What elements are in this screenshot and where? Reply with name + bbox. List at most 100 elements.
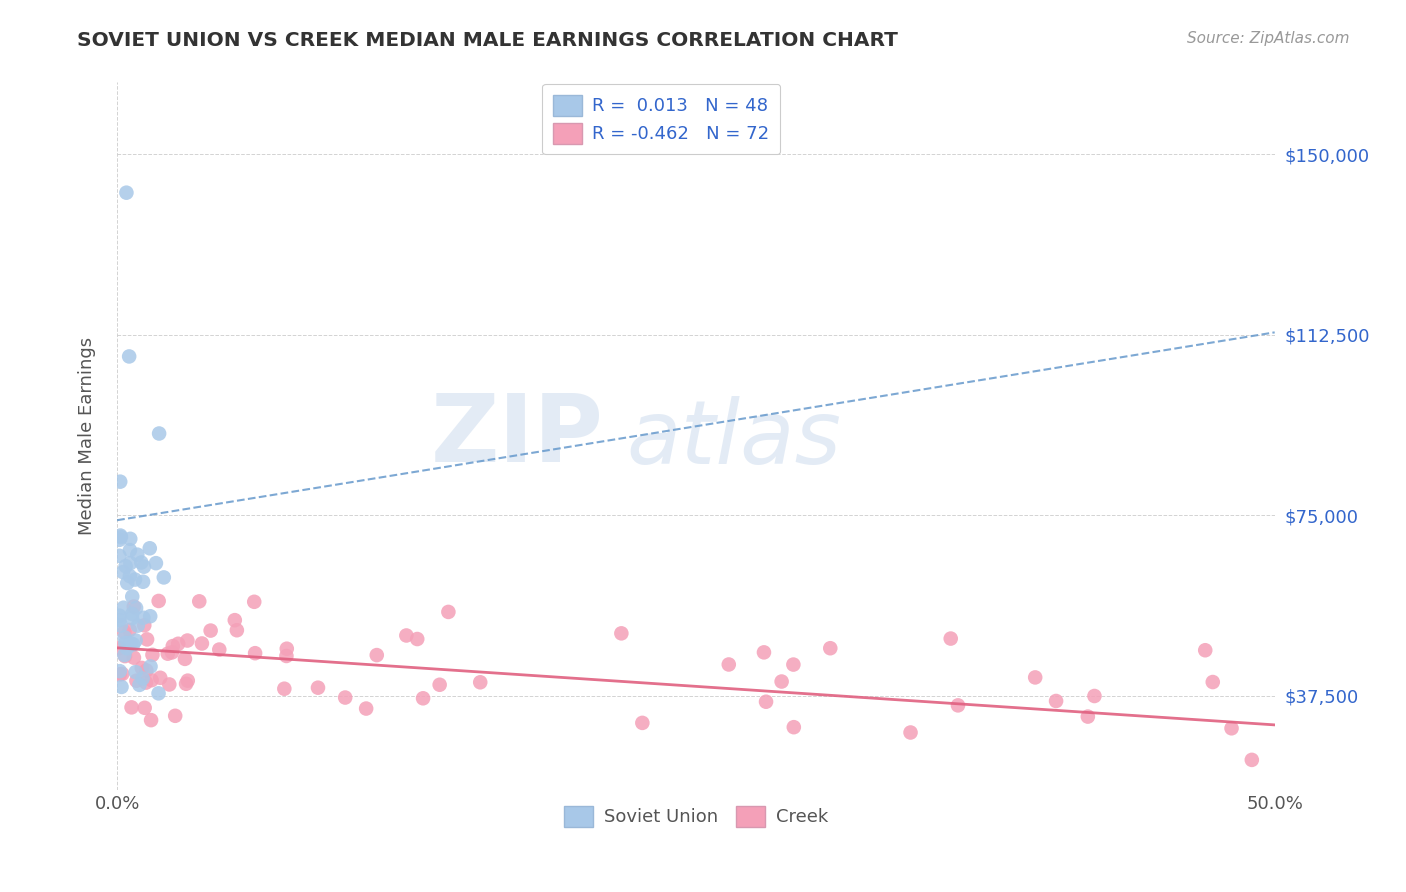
Point — [412, 691, 434, 706]
Point — [124, 573, 146, 587]
Point — [141, 648, 163, 662]
Point — [225, 624, 247, 638]
Point — [125, 673, 148, 688]
Point — [188, 594, 211, 608]
Point — [366, 648, 388, 662]
Point — [110, 618, 132, 632]
Point — [134, 701, 156, 715]
Point — [148, 426, 170, 441]
Point — [1077, 709, 1099, 723]
Point — [273, 681, 295, 696]
Point — [406, 632, 429, 646]
Point — [276, 648, 298, 663]
Point — [470, 675, 492, 690]
Point — [276, 641, 298, 656]
Point — [134, 618, 156, 632]
Point — [610, 626, 633, 640]
Point — [121, 611, 143, 625]
Point — [139, 659, 162, 673]
Point — [755, 695, 778, 709]
Point — [1024, 670, 1046, 684]
Point — [122, 637, 145, 651]
Point — [122, 650, 145, 665]
Point — [114, 559, 136, 574]
Point — [243, 595, 266, 609]
Point — [114, 649, 136, 664]
Point — [153, 570, 176, 584]
Point — [108, 475, 131, 489]
Point — [132, 611, 155, 625]
Point — [108, 640, 131, 655]
Point — [108, 613, 131, 627]
Point — [110, 528, 132, 542]
Point — [1240, 753, 1263, 767]
Text: SOVIET UNION VS CREEK MEDIAN MALE EARNINGS CORRELATION CHART: SOVIET UNION VS CREEK MEDIAN MALE EARNIN… — [77, 31, 898, 50]
Y-axis label: Median Male Earnings: Median Male Earnings — [79, 337, 96, 535]
Point — [108, 533, 131, 547]
Point — [112, 625, 135, 640]
Point — [174, 652, 197, 666]
Point — [135, 664, 157, 678]
Point — [139, 713, 162, 727]
Point — [395, 628, 418, 642]
Point — [783, 720, 806, 734]
Point — [157, 677, 180, 691]
Point — [108, 608, 131, 623]
Point — [122, 599, 145, 614]
Point — [121, 700, 143, 714]
Point — [114, 630, 136, 644]
Point — [112, 648, 135, 662]
Point — [114, 636, 136, 650]
Point — [131, 661, 153, 675]
Point — [191, 636, 214, 650]
Point — [110, 680, 132, 694]
Point — [429, 678, 451, 692]
Point — [946, 698, 969, 713]
Point — [145, 556, 167, 570]
Point — [200, 624, 222, 638]
Point — [118, 350, 141, 364]
Point — [117, 576, 139, 591]
Point — [176, 633, 198, 648]
Point — [1220, 721, 1243, 735]
Text: atlas: atlas — [627, 396, 841, 483]
Point — [1083, 689, 1105, 703]
Point — [118, 623, 141, 637]
Point — [1202, 675, 1225, 690]
Text: Source: ZipAtlas.com: Source: ZipAtlas.com — [1187, 31, 1350, 46]
Text: ZIP: ZIP — [430, 390, 603, 482]
Point — [717, 657, 740, 672]
Point — [139, 609, 162, 624]
Point — [224, 613, 246, 627]
Point — [631, 715, 654, 730]
Point — [162, 639, 184, 653]
Point — [243, 646, 266, 660]
Point — [111, 667, 134, 681]
Point — [121, 607, 143, 621]
Point — [156, 647, 179, 661]
Point — [770, 674, 793, 689]
Point — [121, 590, 143, 604]
Point — [174, 677, 197, 691]
Point — [820, 641, 842, 656]
Point — [139, 541, 162, 556]
Point — [108, 667, 131, 681]
Point — [125, 601, 148, 615]
Point — [120, 532, 142, 546]
Point — [307, 681, 329, 695]
Point — [136, 632, 159, 647]
Point — [129, 556, 152, 570]
Point — [124, 665, 146, 679]
Point — [160, 645, 183, 659]
Point — [135, 675, 157, 690]
Point — [131, 672, 153, 686]
Point — [120, 556, 142, 570]
Point — [118, 636, 141, 650]
Point — [141, 673, 163, 688]
Point — [1194, 643, 1216, 657]
Point — [110, 530, 132, 544]
Point — [939, 632, 962, 646]
Point — [335, 690, 357, 705]
Point — [108, 664, 131, 678]
Point — [148, 686, 170, 700]
